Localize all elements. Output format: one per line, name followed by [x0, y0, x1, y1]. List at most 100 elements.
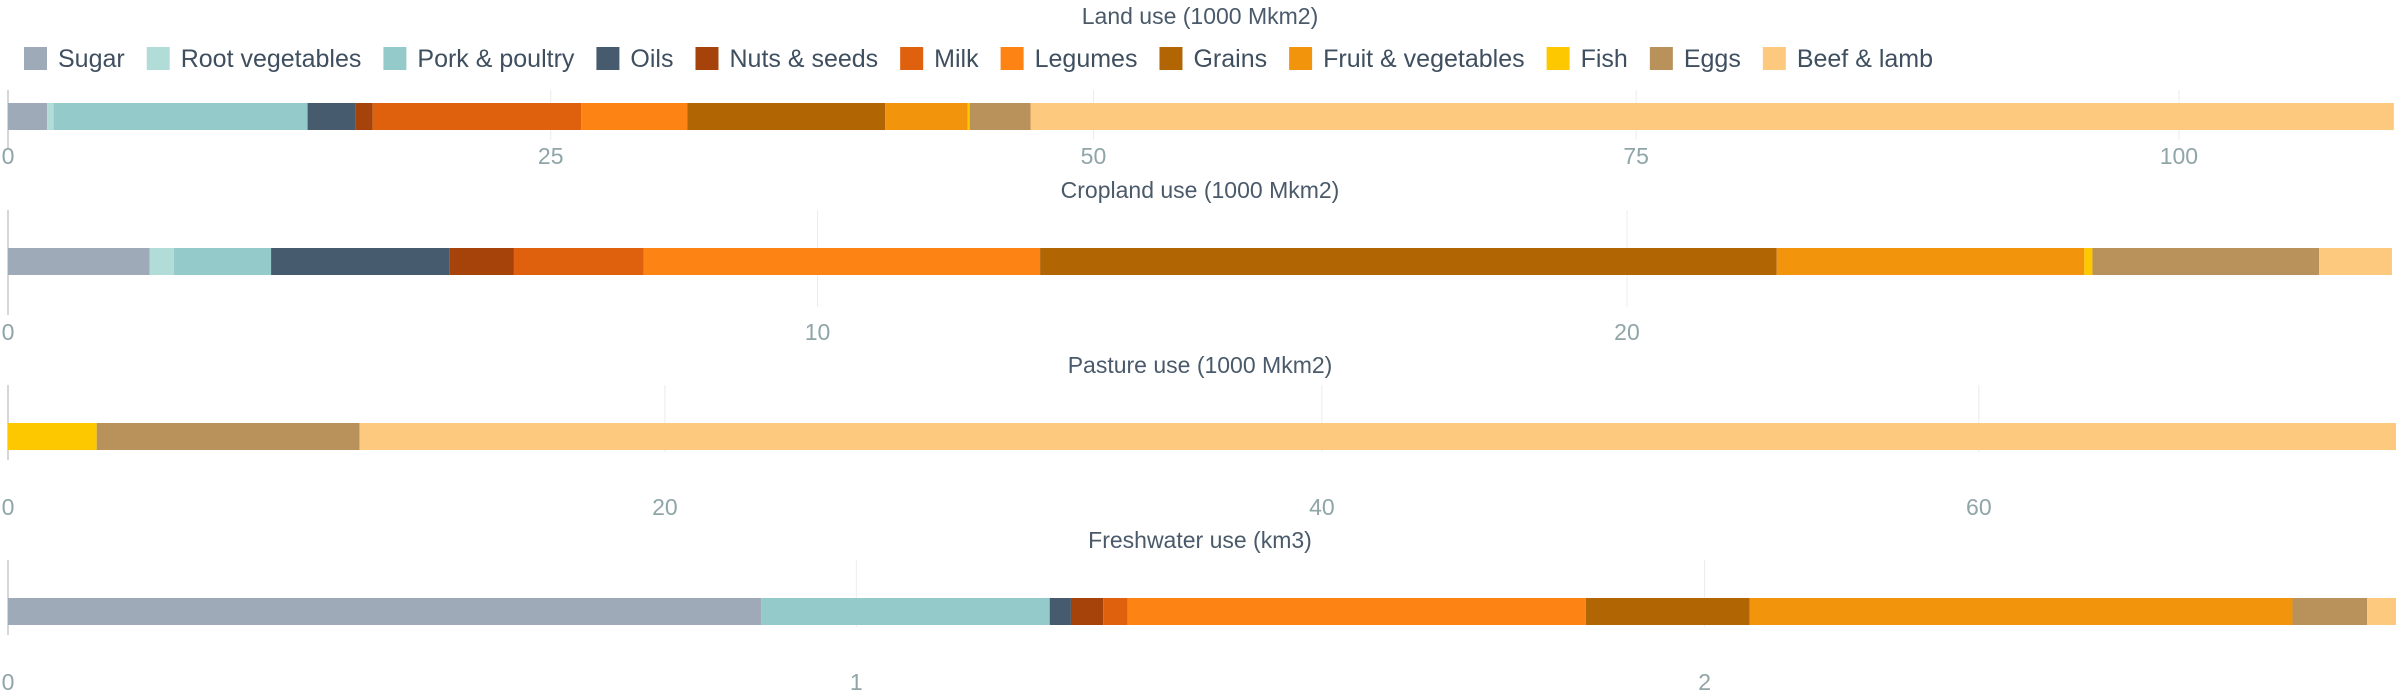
bar-segment-milk [372, 103, 582, 130]
bar-segment-eggs [2092, 248, 2320, 275]
bar-segment-oils [271, 248, 450, 275]
legend-label-eggs: Eggs [1684, 45, 1741, 73]
legend-item-milk: Milk [900, 45, 979, 73]
tick-label-20: 20 [652, 494, 678, 520]
bar-segment-grains [687, 103, 886, 130]
legend-item-root-vegetables: Root vegetables [146, 45, 362, 73]
bar-segment-fish [2084, 248, 2093, 275]
bar-segment-fruit-and-vegetables [1776, 248, 2085, 275]
panel-land-use-1000-mkm2: Land use (1000 Mkm2) 0 25 50 75 100 [2, 3, 2394, 169]
bar-segment-fruit-and-vegetables [885, 103, 968, 130]
tick-label-0: 0 [2, 143, 15, 169]
panel-title: Land use (1000 Mkm2) [1082, 3, 1319, 29]
bar-segment-sugar [8, 248, 150, 275]
legend-label-fruit-and-vegetables: Fruit & vegetables [1323, 45, 1525, 73]
legend-item-fish: Fish [1546, 45, 1628, 73]
panel-freshwater-use-km3: Freshwater use (km3) 0 1 2 [2, 527, 2396, 695]
tick-label-1: 1 [850, 669, 863, 695]
bar-segment-nuts-and-seeds [355, 103, 373, 130]
bar-segment-milk [1103, 598, 1128, 625]
bar-segment-sugar [8, 598, 762, 625]
tick-label-0: 0 [2, 319, 15, 345]
legend-label-nuts-and-seeds: Nuts & seeds [729, 45, 878, 73]
tick-label-40: 40 [1309, 494, 1335, 520]
legend-item-eggs: Eggs [1649, 45, 1741, 73]
bar-segment-oils [307, 103, 356, 130]
bar-segment-milk [513, 248, 644, 275]
bar-segment-eggs [969, 103, 1031, 130]
bar-segment-pork-and-poultry [173, 248, 272, 275]
bar-segment-nuts-and-seeds [1070, 598, 1104, 625]
legend-item-oils: Oils [596, 45, 673, 73]
bar-segment-root-vegetables [47, 103, 54, 130]
tick-label-20: 20 [1614, 319, 1640, 345]
tick-label-10: 10 [805, 319, 831, 345]
legend-item-fruit-and-vegetables: Fruit & vegetables [1289, 45, 1525, 73]
bar-segment-eggs [2292, 598, 2368, 625]
legend: Sugar Root vegetables Pork & poultry Oils Nu… [24, 45, 1933, 73]
bar-segment-root-vegetables [149, 248, 174, 275]
tick-label-0: 0 [2, 494, 15, 520]
legend-label-pork-and-poultry: Pork & poultry [417, 45, 575, 73]
legend-item-beef-and-lamb: Beef & lamb [1762, 45, 1933, 73]
legend-label-beef-and-lamb: Beef & lamb [1797, 45, 1933, 73]
legend-swatch-milk [900, 47, 924, 70]
legend-label-fish: Fish [1581, 45, 1628, 73]
bar-segment-nuts-and-seeds [449, 248, 514, 275]
bar-segment-sugar [8, 103, 48, 130]
panel-title: Cropland use (1000 Mkm2) [1061, 177, 1340, 203]
bar-segment-eggs [96, 423, 360, 450]
bar-segment-grains [1040, 248, 1777, 275]
bar-segment-pork-and-poultry [761, 598, 1050, 625]
bar-segment-legumes [581, 103, 688, 130]
legend-swatch-grains [1159, 47, 1183, 70]
bar-segment-legumes [1127, 598, 1586, 625]
legend-swatch-legumes [1000, 47, 1024, 70]
panel-title: Freshwater use (km3) [1088, 527, 1312, 553]
legend-swatch-nuts-and-seeds [695, 47, 719, 70]
legend-item-nuts-and-seeds: Nuts & seeds [695, 45, 878, 73]
legend-item-pork-and-poultry: Pork & poultry [383, 45, 575, 73]
tick-label-60: 60 [1966, 494, 1992, 520]
panel-cropland-use-1000-mkm2: Cropland use (1000 Mkm2) 0 10 20 [2, 177, 2392, 345]
legend-swatch-pork-and-poultry [383, 47, 407, 70]
bar-segment-legumes [643, 248, 1041, 275]
bar-segment-beef-and-lamb [1030, 103, 2394, 130]
bar-segment-beef-and-lamb [2367, 598, 2396, 625]
legend-item-grains: Grains [1159, 45, 1267, 73]
legend-label-milk: Milk [934, 45, 979, 73]
bar-segment-grains [1585, 598, 1750, 625]
tick-label-75: 75 [1623, 143, 1649, 169]
legend-label-grains: Grains [1193, 45, 1267, 73]
bar-segment-fish [8, 423, 97, 450]
legend-swatch-root-vegetables [146, 47, 170, 70]
legend-swatch-sugar [24, 47, 47, 70]
tick-label-2: 2 [1698, 669, 1711, 695]
panel-title: Pasture use (1000 Mkm2) [1068, 352, 1333, 378]
bar-segment-oils [1049, 598, 1071, 625]
legend-label-oils: Oils [630, 45, 673, 73]
legend-swatch-fish [1546, 47, 1570, 70]
tick-label-50: 50 [1081, 143, 1107, 169]
tick-label-100: 100 [2160, 143, 2198, 169]
bar-segment-beef-and-lamb [359, 423, 2396, 450]
bar-segment-pork-and-poultry [53, 103, 308, 130]
legend-swatch-oils [596, 47, 620, 70]
legend-swatch-fruit-and-vegetables [1289, 47, 1313, 70]
legend-item-sugar: Sugar [24, 45, 125, 73]
panel-pasture-use-1000-mkm2: Pasture use (1000 Mkm2) 0 20 40 60 [2, 352, 2396, 520]
legend-label-root-vegetables: Root vegetables [181, 45, 362, 73]
legend-label-sugar: Sugar [58, 45, 125, 73]
bar-segment-fish [967, 103, 970, 130]
tick-label-0: 0 [2, 669, 15, 695]
legend-item-legumes: Legumes [1000, 45, 1138, 73]
bar-segment-beef-and-lamb [2319, 248, 2392, 275]
tick-label-25: 25 [538, 143, 564, 169]
legend-swatch-eggs [1649, 47, 1673, 70]
legend-swatch-beef-and-lamb [1762, 47, 1786, 70]
legend-label-legumes: Legumes [1035, 45, 1138, 73]
bar-segment-fruit-and-vegetables [1749, 598, 2293, 625]
